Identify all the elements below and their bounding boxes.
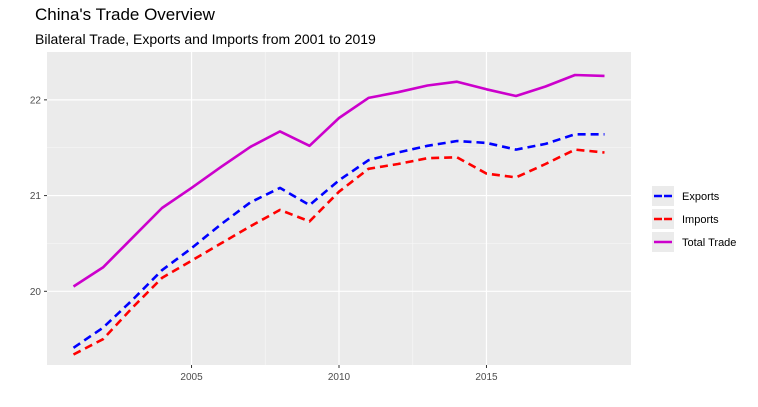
legend-label: Exports — [682, 191, 720, 203]
series-line-exports — [72, 133, 605, 349]
x-tick-label: 2010 — [328, 372, 351, 383]
legend-label: Total Trade — [682, 237, 736, 249]
y-tick-label: 21 — [30, 191, 42, 202]
chart-subtitle: Bilateral Trade, Exports and Imports fro… — [35, 31, 376, 47]
chart-title: China's Trade Overview — [35, 5, 215, 24]
y-tick-label: 22 — [30, 95, 42, 106]
x-tick-label: 2015 — [475, 372, 498, 383]
series-line-total-trade — [72, 73, 605, 288]
x-tick-label: 2005 — [180, 372, 203, 383]
series-line-imports — [72, 148, 605, 356]
legend-label: Imports — [682, 214, 719, 226]
y-tick-label: 20 — [30, 287, 42, 298]
legend-key — [652, 209, 674, 229]
legend-key — [652, 186, 674, 206]
